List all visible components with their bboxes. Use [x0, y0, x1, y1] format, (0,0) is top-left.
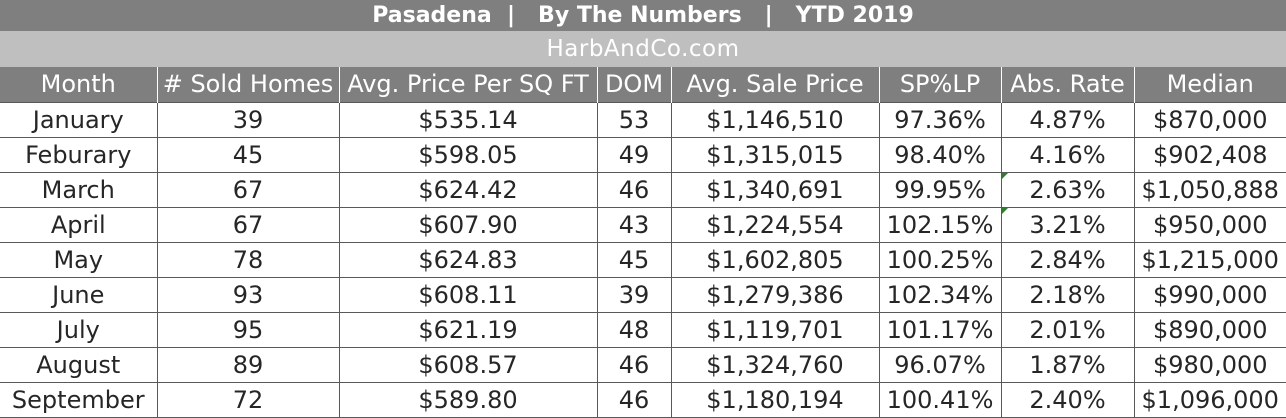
cell-price-per-sqft: $624.42 — [338, 172, 598, 208]
cell-sp-lp: 98.40% — [878, 137, 1002, 173]
cell-abs-rate: 4.16% — [1000, 137, 1135, 173]
cell-abs-rate: 2.40% — [1000, 382, 1135, 418]
cell-sold-homes: 67 — [156, 207, 340, 243]
cell-dom: 46 — [596, 347, 672, 383]
cell-sold-homes: 78 — [156, 242, 340, 278]
column-header-sold-homes: # Sold Homes — [156, 67, 339, 103]
cell-sp-lp: 99.95% — [878, 172, 1002, 208]
cell-abs-rate: 2.01% — [1000, 312, 1135, 348]
cell-sold-homes: 45 — [156, 137, 340, 173]
table-row: March 67 $624.42 46 $1,340,691 99.95% 2.63% $1,… — [0, 172, 1286, 208]
cell-dom: 46 — [596, 382, 672, 418]
cell-sold-homes: 67 — [156, 172, 340, 208]
cell-dom: 46 — [596, 172, 672, 208]
cell-month: September — [0, 382, 158, 418]
cell-dom: 39 — [596, 277, 672, 313]
cell-sp-lp: 96.07% — [878, 347, 1002, 383]
stats-table: Month # Sold Homes Avg. Price Per SQ FT … — [0, 67, 1286, 418]
cell-avg-sale-price: $1,146,510 — [670, 102, 880, 138]
cell-month: July — [0, 312, 158, 348]
cell-sold-homes: 93 — [156, 277, 340, 313]
cell-abs-rate: 1.87% — [1000, 347, 1135, 383]
cell-avg-sale-price: $1,340,691 — [670, 172, 880, 208]
cell-avg-sale-price: $1,224,554 — [670, 207, 880, 243]
cell-price-per-sqft: $535.14 — [338, 102, 598, 138]
cell-month: March — [0, 172, 158, 208]
cell-month: May — [0, 242, 158, 278]
cell-month: August — [0, 347, 158, 383]
table-row: January 39 $535.14 53 $1,146,510 97.36% 4.87% $… — [0, 102, 1286, 138]
cell-median: $1,096,000 — [1133, 382, 1286, 418]
cell-median: $1,050,888 — [1133, 172, 1286, 208]
cell-sp-lp: 102.15% — [878, 207, 1002, 243]
cell-price-per-sqft: $624.83 — [338, 242, 598, 278]
cell-sp-lp: 101.17% — [878, 312, 1002, 348]
cell-price-per-sqft: $608.11 — [338, 277, 598, 313]
site-name: HarbAndCo.com — [0, 31, 1286, 67]
cell-avg-sale-price: $1,602,805 — [670, 242, 880, 278]
column-header-price-per-sqft: Avg. Price Per SQ FT — [338, 67, 597, 103]
cell-price-per-sqft: $608.57 — [338, 347, 598, 383]
cell-avg-sale-price: $1,119,701 — [670, 312, 880, 348]
cell-month: Feburary — [0, 137, 158, 173]
table-row: August 89 $608.57 46 $1,324,760 96.07% 1.87% $9… — [0, 347, 1286, 383]
cell-avg-sale-price: $1,315,015 — [670, 137, 880, 173]
cell-price-per-sqft: $589.80 — [338, 382, 598, 418]
column-header-month: Month — [0, 67, 157, 103]
cell-sp-lp: 97.36% — [878, 102, 1002, 138]
cell-month: January — [0, 102, 158, 138]
cell-avg-sale-price: $1,279,386 — [670, 277, 880, 313]
cell-abs-rate: 2.63% — [1000, 172, 1135, 208]
table-row: April 67 $607.90 43 $1,224,554 102.15% 3.21% $9… — [0, 207, 1286, 243]
cell-avg-sale-price: $1,180,194 — [670, 382, 880, 418]
table-row: Feburary 45 $598.05 49 $1,315,015 98.40% 4.16%… — [0, 137, 1286, 173]
cell-median: $950,000 — [1133, 207, 1286, 243]
table-row: June 93 $608.11 39 $1,279,386 102.34% 2.18% $99… — [0, 277, 1286, 313]
cell-dom: 45 — [596, 242, 672, 278]
cell-median: $1,215,000 — [1133, 242, 1286, 278]
cell-price-per-sqft: $621.19 — [338, 312, 598, 348]
cell-price-per-sqft: $607.90 — [338, 207, 598, 243]
cell-sold-homes: 72 — [156, 382, 340, 418]
cell-median: $890,000 — [1133, 312, 1286, 348]
cell-median: $870,000 — [1133, 102, 1286, 138]
cell-sp-lp: 100.25% — [878, 242, 1002, 278]
column-header-abs-rate: Abs. Rate — [1000, 67, 1134, 103]
cell-abs-rate: 4.87% — [1000, 102, 1135, 138]
column-header-dom: DOM — [596, 67, 671, 103]
cell-sold-homes: 39 — [156, 102, 340, 138]
cell-month: June — [0, 277, 158, 313]
column-header-sp-lp: SP%LP — [878, 67, 1001, 103]
table-row: September 72 $589.80 46 $1,180,194 100.41% 2.4… — [0, 382, 1286, 418]
cell-abs-rate: 2.84% — [1000, 242, 1135, 278]
cell-sold-homes: 89 — [156, 347, 340, 383]
cell-month: April — [0, 207, 158, 243]
cell-price-per-sqft: $598.05 — [338, 137, 598, 173]
cell-dom: 53 — [596, 102, 672, 138]
header-row: Month # Sold Homes Avg. Price Per SQ FT … — [0, 67, 1286, 103]
cell-sold-homes: 95 — [156, 312, 340, 348]
cell-median: $902,408 — [1133, 137, 1286, 173]
column-header-median: Median — [1133, 67, 1286, 103]
cell-dom: 48 — [596, 312, 672, 348]
table-row: July 95 $621.19 48 $1,119,701 101.17% 2.01% $89… — [0, 312, 1286, 348]
cell-dom: 43 — [596, 207, 672, 243]
table-row: May 78 $624.83 45 $1,602,805 100.25% 2.84% $1,2… — [0, 242, 1286, 278]
cell-dom: 49 — [596, 137, 672, 173]
column-header-avg-sale-price: Avg. Sale Price — [670, 67, 879, 103]
cell-median: $980,000 — [1133, 347, 1286, 383]
cell-sp-lp: 100.41% — [878, 382, 1002, 418]
report-title: Pasadena | By The Numbers | YTD 2019 — [0, 0, 1286, 31]
cell-abs-rate: 3.21% — [1000, 207, 1135, 243]
cell-abs-rate: 2.18% — [1000, 277, 1135, 313]
cell-sp-lp: 102.34% — [878, 277, 1002, 313]
cell-median: $990,000 — [1133, 277, 1286, 313]
cell-avg-sale-price: $1,324,760 — [670, 347, 880, 383]
